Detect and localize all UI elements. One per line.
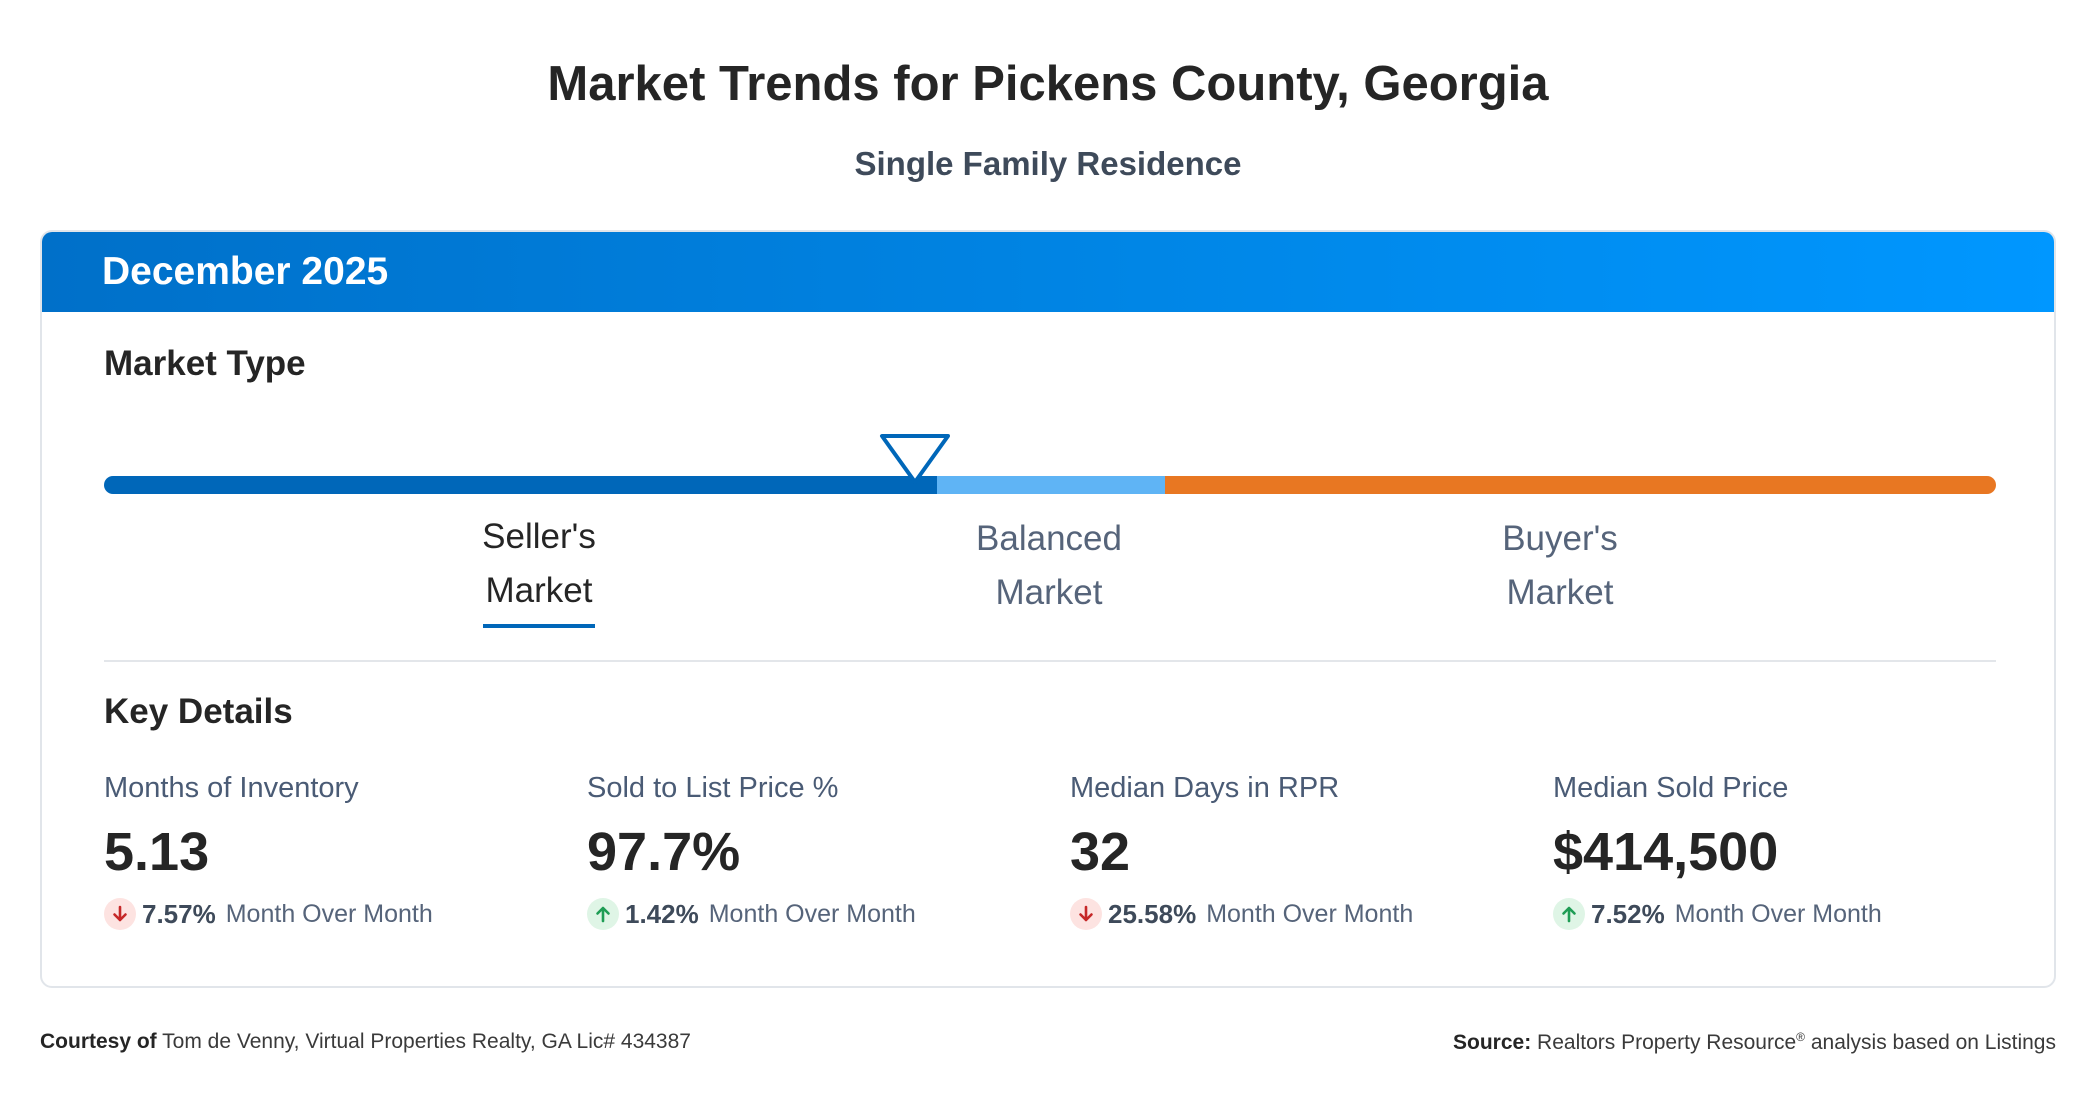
source-text-rest: analysis based on Listings bbox=[1805, 1031, 2056, 1054]
metric-value: 97.7% bbox=[587, 822, 741, 882]
metric-change: 25.58% Month Over Month bbox=[1070, 897, 1510, 931]
arrow-up-icon bbox=[1553, 898, 1585, 930]
gauge-segment-balanced bbox=[937, 476, 1165, 494]
market-trends-card: December 2025 Market Type Seller's Marke… bbox=[40, 230, 2056, 988]
metric-change: 7.57% Month Over Month bbox=[104, 897, 544, 931]
gauge-segment-seller bbox=[104, 476, 937, 494]
period-label: December 2025 bbox=[102, 250, 389, 293]
metric-median-sold-price: Median Sold Price $414,500 7.52% Month O… bbox=[1553, 772, 1993, 931]
market-label-balanced-line1: Balanced bbox=[976, 519, 1122, 558]
metric-months-of-inventory: Months of Inventory 5.13 7.57% Month Ove… bbox=[104, 772, 544, 931]
metric-median-days-in-rpr: Median Days in RPR 32 25.58% Month Over … bbox=[1070, 772, 1510, 931]
courtesy-label: Courtesy of bbox=[40, 1030, 157, 1053]
change-period: Month Over Month bbox=[708, 899, 916, 928]
metric-value: $414,500 bbox=[1553, 822, 1779, 882]
source-label: Source: bbox=[1453, 1031, 1532, 1054]
metric-name: Median Days in RPR bbox=[1070, 772, 1340, 804]
metric-change: 7.52% Month Over Month bbox=[1553, 897, 1993, 931]
market-label-seller-line1: Seller's bbox=[482, 517, 596, 556]
page-title: Market Trends for Pickens County, Georgi… bbox=[547, 57, 1549, 111]
page-subtitle: Single Family Residence bbox=[854, 145, 1242, 182]
metric-sold-to-list-price: Sold to List Price % 97.7% 1.42% Month O… bbox=[587, 772, 1027, 931]
arrow-down-icon bbox=[1070, 898, 1102, 930]
change-percent: 1.42% bbox=[625, 898, 699, 929]
registered-mark: ® bbox=[1796, 1030, 1805, 1044]
change-period: Month Over Month bbox=[1206, 899, 1414, 928]
selected-market-underline bbox=[483, 624, 595, 628]
gauge-segment-buyer bbox=[1165, 476, 1996, 494]
metric-name: Sold to List Price % bbox=[587, 772, 839, 804]
courtesy-text: Tom de Venny, Virtual Properties Realty,… bbox=[162, 1030, 691, 1053]
metric-value: 32 bbox=[1070, 822, 1131, 882]
change-percent: 25.58% bbox=[1108, 898, 1197, 929]
market-label-buyer-line1: Buyer's bbox=[1502, 519, 1618, 558]
metric-change: 1.42% Month Over Month bbox=[587, 897, 1027, 931]
metric-value: 5.13 bbox=[104, 822, 210, 882]
source-footer: Source: Realtors Property Resource® anal… bbox=[1453, 1030, 2056, 1055]
metric-name: Months of Inventory bbox=[104, 772, 359, 804]
change-period: Month Over Month bbox=[225, 899, 433, 928]
change-period: Month Over Month bbox=[1674, 899, 1882, 928]
arrow-up-icon bbox=[587, 898, 619, 930]
market-label-buyer[interactable]: Buyer's Market bbox=[1410, 512, 1710, 620]
card-header: December 2025 bbox=[42, 232, 2054, 312]
triangle-down-marker-icon bbox=[880, 434, 950, 484]
market-label-balanced[interactable]: Balanced Market bbox=[899, 512, 1199, 620]
market-type-gauge bbox=[104, 476, 1996, 494]
metric-name: Median Sold Price bbox=[1553, 772, 1789, 804]
source-text: Realtors Property Resource bbox=[1537, 1031, 1797, 1054]
change-percent: 7.52% bbox=[1591, 898, 1665, 929]
market-label-seller[interactable]: Seller's Market bbox=[389, 510, 689, 618]
arrow-down-icon bbox=[104, 898, 136, 930]
courtesy-footer: Courtesy of Tom de Venny, Virtual Proper… bbox=[40, 1030, 691, 1054]
change-percent: 7.57% bbox=[142, 898, 216, 929]
key-details-heading: Key Details bbox=[104, 692, 293, 731]
market-type-heading: Market Type bbox=[104, 344, 306, 383]
market-label-buyer-line2: Market bbox=[1506, 573, 1614, 612]
market-label-balanced-line2: Market bbox=[995, 573, 1103, 612]
section-divider bbox=[104, 660, 1996, 662]
market-label-seller-line2: Market bbox=[485, 571, 593, 610]
